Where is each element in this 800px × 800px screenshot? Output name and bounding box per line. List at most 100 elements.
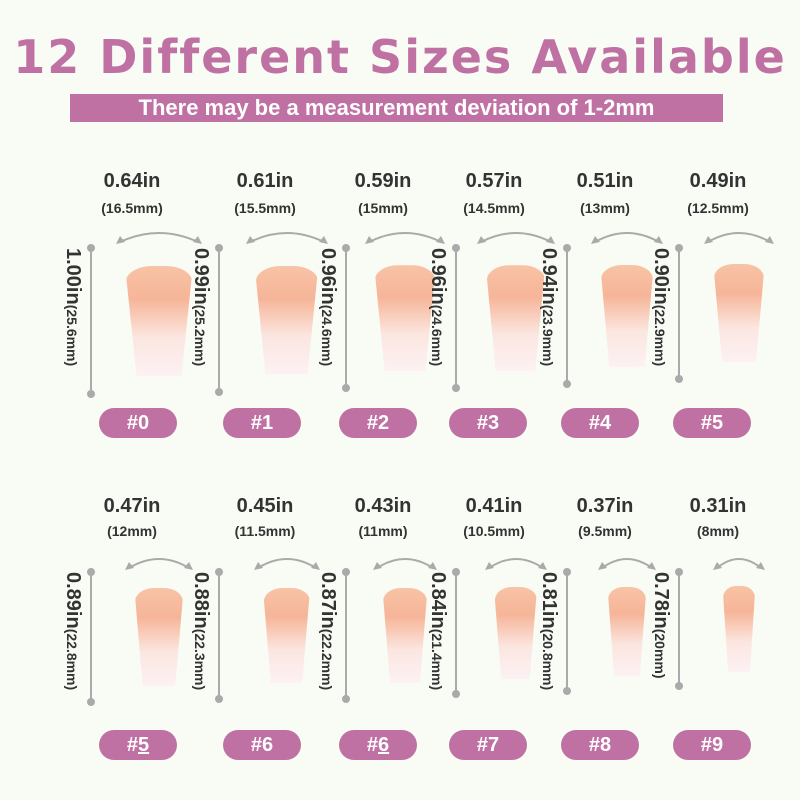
- length-dot-bottom: [563, 380, 571, 389]
- size-number-badge: #3: [449, 408, 527, 438]
- length-line: [678, 572, 680, 686]
- size-number-badge: #5: [99, 730, 177, 760]
- length-label: 0.84in(21.4mm): [426, 572, 449, 690]
- width-mm: (16.5mm): [101, 200, 163, 216]
- width-inches: 0.47in: [103, 495, 161, 517]
- page-title: 12 Different Sizes Available: [13, 30, 787, 84]
- width-mm: (8mm): [696, 523, 740, 539]
- length-dot-bottom: [87, 697, 95, 706]
- length-dot-bottom: [342, 694, 350, 703]
- length-line: [566, 572, 568, 691]
- width-inches: 0.57in: [465, 170, 523, 192]
- length-label: 0.78in(20mm): [649, 572, 672, 679]
- size-number-badge: #0: [99, 408, 177, 438]
- length-dot-bottom: [452, 689, 460, 698]
- size-number-badge: #6: [339, 730, 417, 760]
- width-mm: (15mm): [358, 200, 408, 216]
- nail-image: [263, 587, 310, 684]
- width-arrow-icon: [591, 232, 663, 244]
- length-mm: (20mm): [652, 628, 668, 679]
- length-line: [90, 248, 92, 394]
- width-arrow-icon: [598, 558, 656, 570]
- width-inches: 0.64in: [103, 170, 161, 192]
- width-arrow-icon: [704, 232, 774, 244]
- length-line: [455, 572, 457, 694]
- length-line: [678, 248, 680, 379]
- length-line: [218, 572, 220, 700]
- nail-image: [494, 586, 537, 679]
- length-mm: (23.9mm): [540, 304, 556, 367]
- length-dot-bottom: [452, 384, 460, 393]
- width-arrow-icon: [713, 558, 765, 570]
- length-label: 0.81in(20.8mm): [537, 572, 560, 690]
- width-mm: (12.5mm): [687, 200, 749, 216]
- nail-image: [486, 265, 545, 371]
- deviation-banner: There may be a measurement deviation of …: [70, 94, 723, 122]
- length-inches: 0.81in: [538, 572, 560, 629]
- length-inches: 0.87in: [317, 572, 339, 629]
- length-inches: 0.89in: [62, 572, 84, 629]
- width-arrow-icon: [373, 558, 437, 570]
- length-inches: 0.84in: [427, 572, 449, 629]
- nail-image: [126, 265, 192, 376]
- length-line: [345, 572, 347, 699]
- nail-image: [608, 586, 646, 676]
- length-label: 0.89in(22.8mm): [61, 572, 84, 690]
- width-arrow-icon: [116, 232, 202, 244]
- length-mm: (22.9mm): [652, 304, 668, 367]
- size-number: 6: [378, 734, 390, 756]
- width-arrow-icon: [245, 232, 328, 244]
- width-mm: (10.5mm): [463, 523, 525, 539]
- nail-image: [714, 264, 764, 363]
- length-inches: 0.96in: [317, 248, 339, 305]
- width-mm: (11.5mm): [234, 523, 296, 539]
- length-inches: 1.00in: [62, 248, 84, 305]
- width-inches: 0.61in: [236, 170, 294, 192]
- width-inches: 0.49in: [689, 170, 747, 192]
- width-mm: (11mm): [358, 523, 408, 539]
- nail-image: [375, 265, 435, 371]
- size-number-badge: #7: [449, 730, 527, 760]
- length-label: 0.87in(22.2mm): [316, 572, 339, 690]
- length-line: [218, 248, 220, 392]
- width-mm: (12mm): [107, 523, 157, 539]
- length-mm: (25.6mm): [64, 304, 80, 367]
- size-number: 5: [138, 734, 150, 756]
- length-inches: 0.96in: [427, 248, 449, 305]
- length-dot-bottom: [675, 682, 683, 690]
- nail-image: [723, 586, 755, 672]
- size-number-badge: #9: [673, 730, 751, 760]
- width-arrow-icon: [125, 558, 193, 570]
- length-mm: (22.2mm): [319, 628, 335, 691]
- length-mm: (24.6mm): [429, 304, 445, 367]
- width-inches: 0.37in: [576, 495, 634, 517]
- length-line: [566, 248, 568, 385]
- length-inches: 0.78in: [650, 572, 672, 629]
- length-dot-bottom: [563, 686, 571, 695]
- width-mm: (13mm): [580, 200, 630, 216]
- length-mm: (24.6mm): [319, 304, 335, 367]
- length-label: 0.88in(22.3mm): [189, 572, 212, 690]
- length-label: 1.00in(25.6mm): [61, 248, 84, 366]
- length-dot-bottom: [87, 389, 95, 398]
- width-inches: 0.45in: [236, 495, 294, 517]
- width-arrow-icon: [484, 558, 547, 570]
- nail-image: [255, 265, 318, 374]
- length-line: [345, 248, 347, 389]
- length-label: 0.94in(23.9mm): [537, 248, 560, 366]
- length-label: 0.96in(24.6mm): [316, 248, 339, 366]
- length-mm: (20.8mm): [540, 628, 556, 691]
- length-dot-bottom: [215, 387, 223, 396]
- width-inches: 0.51in: [576, 170, 634, 192]
- length-line: [455, 248, 457, 389]
- nail-image: [383, 587, 427, 683]
- length-inches: 0.90in: [650, 248, 672, 305]
- length-inches: 0.94in: [538, 248, 560, 305]
- length-mm: (25.2mm): [192, 304, 208, 367]
- length-mm: (21.4mm): [429, 628, 445, 691]
- width-inches: 0.41in: [465, 495, 523, 517]
- width-mm: (14.5mm): [463, 200, 525, 216]
- width-arrow-icon: [365, 232, 445, 244]
- size-number-badge: #1: [223, 408, 301, 438]
- length-inches: 0.99in: [190, 248, 212, 305]
